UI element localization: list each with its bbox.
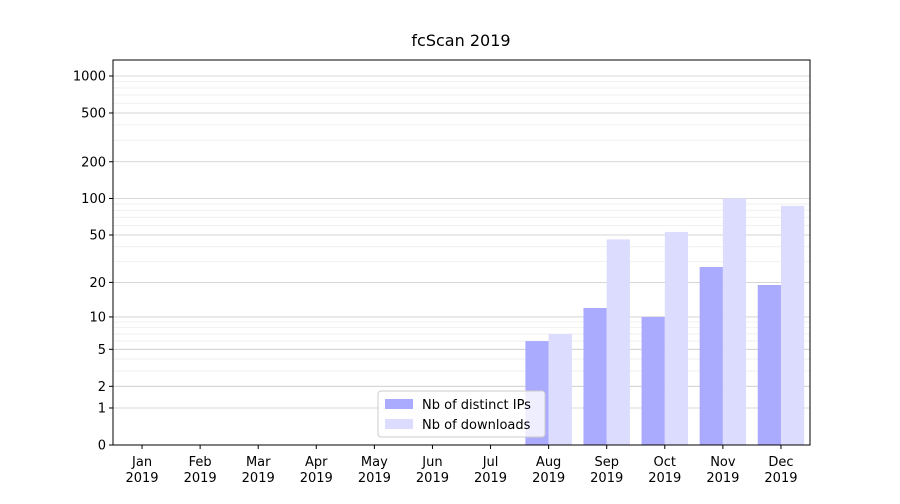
x-tick-label-line: 2019 bbox=[706, 471, 739, 486]
y-tick-label: 1 bbox=[98, 401, 106, 416]
y-tick-label: 50 bbox=[89, 229, 106, 244]
x-tick-label: Dec 2019 bbox=[764, 455, 797, 486]
y-tick-label: 20 bbox=[89, 276, 106, 291]
x-tick-label-line: Nov bbox=[710, 455, 736, 470]
x-tick-label: Mar 2019 bbox=[242, 455, 275, 486]
bar bbox=[699, 267, 723, 445]
x-tick-label-line: 2019 bbox=[358, 471, 391, 486]
x-tick-label: Jul 2019 bbox=[474, 455, 507, 486]
legend-swatch bbox=[385, 399, 413, 409]
x-tick-label-line: Mar bbox=[246, 455, 271, 470]
bar bbox=[664, 231, 689, 445]
x-tick-label-line: 2019 bbox=[300, 471, 333, 486]
x-tick-label: Feb 2019 bbox=[184, 455, 217, 486]
x-tick-label-line: Jun bbox=[421, 455, 442, 470]
x-tick-label-line: Jul bbox=[482, 455, 499, 470]
x-tick-label-line: May bbox=[361, 455, 388, 470]
legend-box bbox=[377, 390, 546, 438]
x-tick-label-line: 2019 bbox=[648, 471, 681, 486]
x-tick-label-line: Sep bbox=[594, 455, 619, 470]
x-tick-label: Oct 2019 bbox=[648, 455, 681, 486]
x-tick-label: Jun 2019 bbox=[416, 455, 449, 486]
x-tick-label: Sep 2019 bbox=[590, 455, 623, 486]
y-tick-label: 0 bbox=[98, 439, 106, 454]
x-tick-label-line: 2019 bbox=[532, 471, 565, 486]
y-tick-label: 200 bbox=[81, 155, 106, 170]
y-tick-label: 100 bbox=[81, 192, 106, 207]
x-tick-label-line: 2019 bbox=[764, 471, 797, 486]
legend-swatch bbox=[385, 419, 413, 429]
x-tick-label-line: 2019 bbox=[125, 471, 158, 486]
y-tick-label: 1000 bbox=[73, 70, 106, 85]
x-tick-label-line: Feb bbox=[189, 455, 212, 470]
x-tick-label: Apr 2019 bbox=[300, 455, 333, 486]
x-tick-label: May 2019 bbox=[358, 455, 391, 486]
legend-label: Nb of distinct IPs bbox=[422, 398, 531, 413]
x-tick-label-line: 2019 bbox=[474, 471, 507, 486]
x-tick-label-line: 2019 bbox=[590, 471, 623, 486]
y-tick-label: 2 bbox=[98, 380, 106, 395]
x-tick-label-line: 2019 bbox=[184, 471, 217, 486]
bar bbox=[722, 198, 747, 445]
bar bbox=[780, 205, 805, 445]
y-tick-label: 5 bbox=[98, 343, 106, 358]
x-tick-label-line: 2019 bbox=[242, 471, 275, 486]
x-tick-label: Nov 2019 bbox=[706, 455, 739, 486]
bar bbox=[757, 285, 781, 445]
x-tick-label-line: Aug bbox=[536, 455, 561, 470]
x-tick-label: Jan 2019 bbox=[125, 455, 158, 486]
bar bbox=[641, 316, 665, 445]
bar bbox=[606, 239, 630, 445]
plot-frame bbox=[112, 59, 811, 446]
x-tick-label-line: Dec bbox=[768, 455, 793, 470]
x-tick-label: Aug 2019 bbox=[532, 455, 565, 486]
bar bbox=[583, 308, 607, 445]
y-tick-label: 500 bbox=[81, 106, 106, 121]
x-tick-label-line: Jan bbox=[131, 455, 152, 470]
y-tick-label: 10 bbox=[89, 310, 106, 325]
x-tick-label-line: 2019 bbox=[416, 471, 449, 486]
x-tick-label-line: Oct bbox=[654, 455, 676, 470]
legend-label: Nb of downloads bbox=[422, 418, 531, 433]
bar bbox=[548, 333, 572, 445]
x-tick-label-line: Apr bbox=[305, 455, 328, 470]
chart-title: fcScan 2019 bbox=[411, 31, 510, 50]
